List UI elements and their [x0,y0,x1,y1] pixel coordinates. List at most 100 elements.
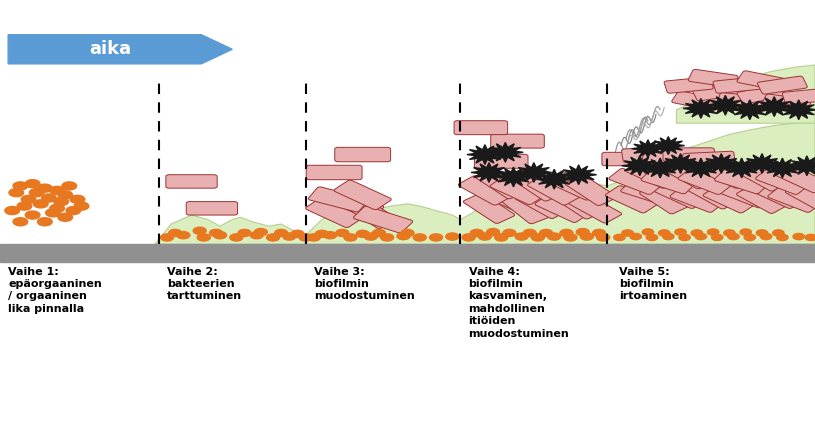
Circle shape [724,230,735,236]
FancyBboxPatch shape [187,202,238,215]
Polygon shape [632,140,664,158]
Circle shape [503,229,516,237]
Circle shape [283,233,296,240]
FancyBboxPatch shape [354,206,412,233]
Circle shape [707,229,719,235]
Circle shape [691,230,703,236]
FancyBboxPatch shape [737,163,787,191]
Circle shape [161,234,174,241]
Circle shape [209,229,222,237]
Polygon shape [642,158,678,178]
FancyBboxPatch shape [737,71,787,90]
Circle shape [50,186,64,194]
Text: Vaihe 1:
epäorgaaninen
/ orgaaninen
lika pinnalla: Vaihe 1: epäorgaaninen / orgaaninen lika… [8,267,102,314]
Circle shape [25,211,40,219]
FancyBboxPatch shape [475,168,527,199]
Text: Vaihe 3:
biofilmin
muodostuminen: Vaihe 3: biofilmin muodostuminen [314,267,415,302]
FancyBboxPatch shape [512,171,564,201]
FancyBboxPatch shape [547,172,602,200]
Polygon shape [471,163,507,182]
Circle shape [744,234,756,241]
FancyBboxPatch shape [626,161,678,188]
Circle shape [515,233,528,240]
FancyBboxPatch shape [664,77,713,93]
Circle shape [25,180,40,188]
Polygon shape [676,65,815,123]
Circle shape [254,228,267,236]
Circle shape [777,234,788,241]
Polygon shape [744,154,780,173]
FancyBboxPatch shape [719,182,773,208]
Circle shape [193,227,206,234]
Polygon shape [764,158,800,178]
Circle shape [58,213,73,221]
Circle shape [356,230,369,237]
Circle shape [364,233,377,240]
Circle shape [324,232,337,239]
Circle shape [495,234,508,241]
Circle shape [21,195,36,203]
Circle shape [564,234,577,241]
Polygon shape [496,167,531,187]
FancyBboxPatch shape [692,83,742,101]
Circle shape [13,218,28,226]
FancyBboxPatch shape [344,197,398,228]
FancyBboxPatch shape [752,181,804,208]
Polygon shape [487,142,523,162]
FancyBboxPatch shape [463,193,515,224]
Circle shape [315,230,328,237]
FancyBboxPatch shape [602,152,654,166]
Text: Vaihe 2:
bakteerien
tarttuminen: Vaihe 2: bakteerien tarttuminen [167,267,242,302]
Circle shape [614,234,625,241]
Circle shape [413,234,426,241]
Circle shape [642,229,654,235]
Circle shape [593,229,606,237]
Circle shape [695,233,707,240]
Polygon shape [703,154,739,173]
Polygon shape [781,100,815,120]
FancyBboxPatch shape [609,168,663,194]
Circle shape [397,233,410,240]
Circle shape [307,234,320,241]
Circle shape [372,229,385,237]
FancyBboxPatch shape [757,76,808,94]
FancyArrow shape [8,35,232,64]
FancyBboxPatch shape [454,121,508,135]
FancyBboxPatch shape [334,180,391,210]
Circle shape [646,234,658,241]
Polygon shape [707,95,743,115]
Circle shape [659,230,670,236]
FancyBboxPatch shape [737,185,787,213]
FancyBboxPatch shape [490,176,545,205]
FancyBboxPatch shape [553,189,605,219]
Circle shape [238,229,251,237]
Circle shape [622,230,633,236]
FancyBboxPatch shape [620,181,676,205]
Circle shape [446,233,459,240]
Circle shape [531,234,544,241]
Circle shape [33,200,48,208]
FancyBboxPatch shape [491,134,544,148]
Circle shape [478,233,491,240]
Circle shape [597,234,610,241]
Circle shape [74,202,89,210]
Circle shape [548,233,561,240]
FancyBboxPatch shape [663,161,714,189]
FancyBboxPatch shape [622,147,674,162]
Circle shape [580,233,593,240]
Circle shape [214,232,227,239]
FancyBboxPatch shape [606,186,658,213]
FancyBboxPatch shape [688,69,738,87]
Circle shape [169,229,182,237]
FancyBboxPatch shape [535,194,590,223]
Polygon shape [732,100,768,120]
Circle shape [805,234,815,241]
Circle shape [773,230,784,236]
FancyBboxPatch shape [768,186,815,212]
Circle shape [267,234,280,241]
Circle shape [430,234,443,241]
Circle shape [381,234,394,241]
Polygon shape [155,121,815,244]
Polygon shape [683,158,719,178]
FancyBboxPatch shape [777,166,815,193]
